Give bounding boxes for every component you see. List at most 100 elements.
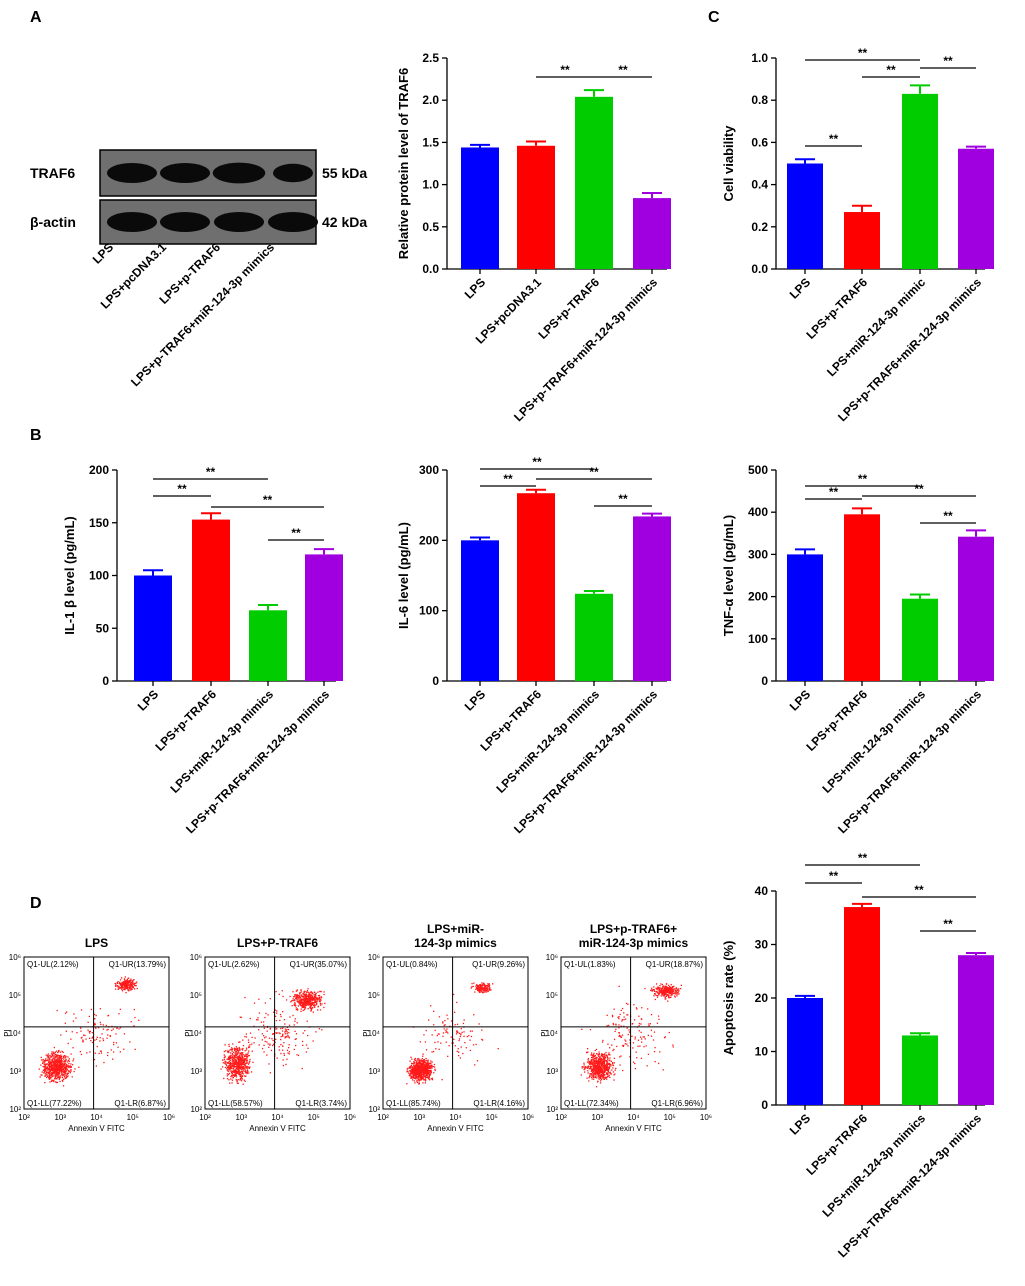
flow-dot (421, 1076, 423, 1078)
flow-dot (228, 1062, 230, 1065)
flow-dot (419, 1076, 421, 1078)
flow-dot (418, 1060, 420, 1062)
flow-dot (600, 1060, 602, 1062)
flow-dot (124, 989, 126, 991)
flow-dot (130, 1021, 132, 1023)
flow-dot (263, 1021, 265, 1023)
flow-dot (78, 1066, 80, 1068)
flow-dot (127, 980, 129, 982)
flow-dot (626, 1014, 628, 1016)
flow-dot (250, 1071, 253, 1073)
flow-dot (589, 1029, 592, 1031)
flow-dot (410, 1070, 412, 1072)
flow-dot (477, 986, 479, 988)
flow-dot (599, 1071, 601, 1073)
flow-dot (300, 994, 302, 996)
flow-dot (407, 1070, 409, 1072)
flow-dot (230, 1054, 232, 1056)
flow-dot (650, 989, 652, 992)
flow-dot (234, 1061, 236, 1063)
flow-dot (302, 995, 304, 997)
flow-dot (292, 998, 294, 1000)
flow-dot (129, 1041, 131, 1043)
flow-dot (306, 995, 308, 997)
flow-dot (417, 1071, 419, 1074)
flow-plot-frame (560, 956, 707, 1110)
flow-dot-cloud (406, 982, 499, 1085)
flow-dot (671, 987, 673, 989)
flow-dot (288, 1037, 290, 1039)
flow-dot (656, 995, 659, 997)
flow-dot (414, 1071, 417, 1073)
flow-dot (302, 1044, 304, 1046)
flow-dot (246, 1067, 248, 1069)
flow-dot (60, 1054, 62, 1056)
flow-dot (64, 1071, 66, 1074)
flow-dot (292, 991, 294, 993)
bar (249, 610, 287, 681)
flow-dot (470, 987, 472, 989)
flow-dot (618, 1032, 620, 1034)
bar (787, 554, 823, 681)
flow-dot (290, 1001, 292, 1003)
flow-dot (69, 1065, 71, 1067)
flow-dot (261, 1039, 263, 1041)
flow-dot (239, 1078, 241, 1081)
flow-dot (239, 1058, 242, 1060)
flow-dot (249, 1044, 251, 1046)
flow-dot (669, 996, 671, 999)
flow-dot (46, 1060, 48, 1062)
flow-dot (430, 1062, 432, 1065)
flow-dot (248, 1067, 250, 1069)
flow-dot (632, 1061, 635, 1063)
flow-dot (423, 1034, 425, 1036)
flow-dot (655, 991, 658, 993)
flow-dot (286, 1031, 288, 1033)
flow-dot (232, 1048, 234, 1050)
flow-dot (234, 1056, 236, 1058)
flow-dot (103, 1061, 105, 1064)
flow-dot (424, 1080, 427, 1082)
flow-dot (128, 987, 131, 989)
flow-dot (306, 1002, 308, 1004)
flow-dot (60, 1069, 62, 1071)
flow-dot (627, 1045, 629, 1047)
flow-dot (667, 989, 669, 991)
flow-dot (55, 1065, 57, 1067)
flow-dot (236, 1048, 238, 1050)
flow-dot (286, 1049, 289, 1051)
flow-dot (244, 1068, 246, 1071)
flow-dot (236, 1070, 238, 1073)
flow-dot (242, 1062, 245, 1064)
flow-dot (612, 1024, 615, 1026)
flow-dot (70, 1066, 72, 1068)
flow-dot (281, 1030, 284, 1032)
flow-dot (597, 1073, 599, 1076)
flow-dot (123, 988, 126, 990)
flow-dot (608, 1053, 610, 1056)
flow-dot (263, 1044, 265, 1046)
flow-dot (300, 1008, 302, 1010)
flow-dot (583, 1068, 585, 1071)
flow-dot (438, 1048, 440, 1050)
flow-plot-title: LPS+p-TRAF6+ (590, 922, 677, 936)
flow-dot (236, 1053, 238, 1055)
flow-dot (487, 989, 489, 991)
flow-dot (297, 995, 299, 997)
flow-dot (419, 1041, 421, 1043)
flow-dot (231, 1082, 233, 1084)
significance-label: ** (618, 63, 628, 77)
flow-dot (596, 1059, 598, 1061)
flow-dot (236, 1066, 238, 1068)
flow-dot (53, 1052, 55, 1055)
flow-dot (632, 1042, 635, 1044)
flow-dot (478, 1023, 480, 1025)
flow-dot (607, 1070, 609, 1073)
flow-dot (428, 1077, 430, 1080)
flow-dot (235, 1072, 237, 1074)
flow-dot (416, 1081, 419, 1084)
flow-dot (429, 1070, 431, 1072)
flow-dot (665, 985, 667, 987)
flow-dot (64, 1075, 66, 1077)
flow-dot (114, 982, 116, 985)
